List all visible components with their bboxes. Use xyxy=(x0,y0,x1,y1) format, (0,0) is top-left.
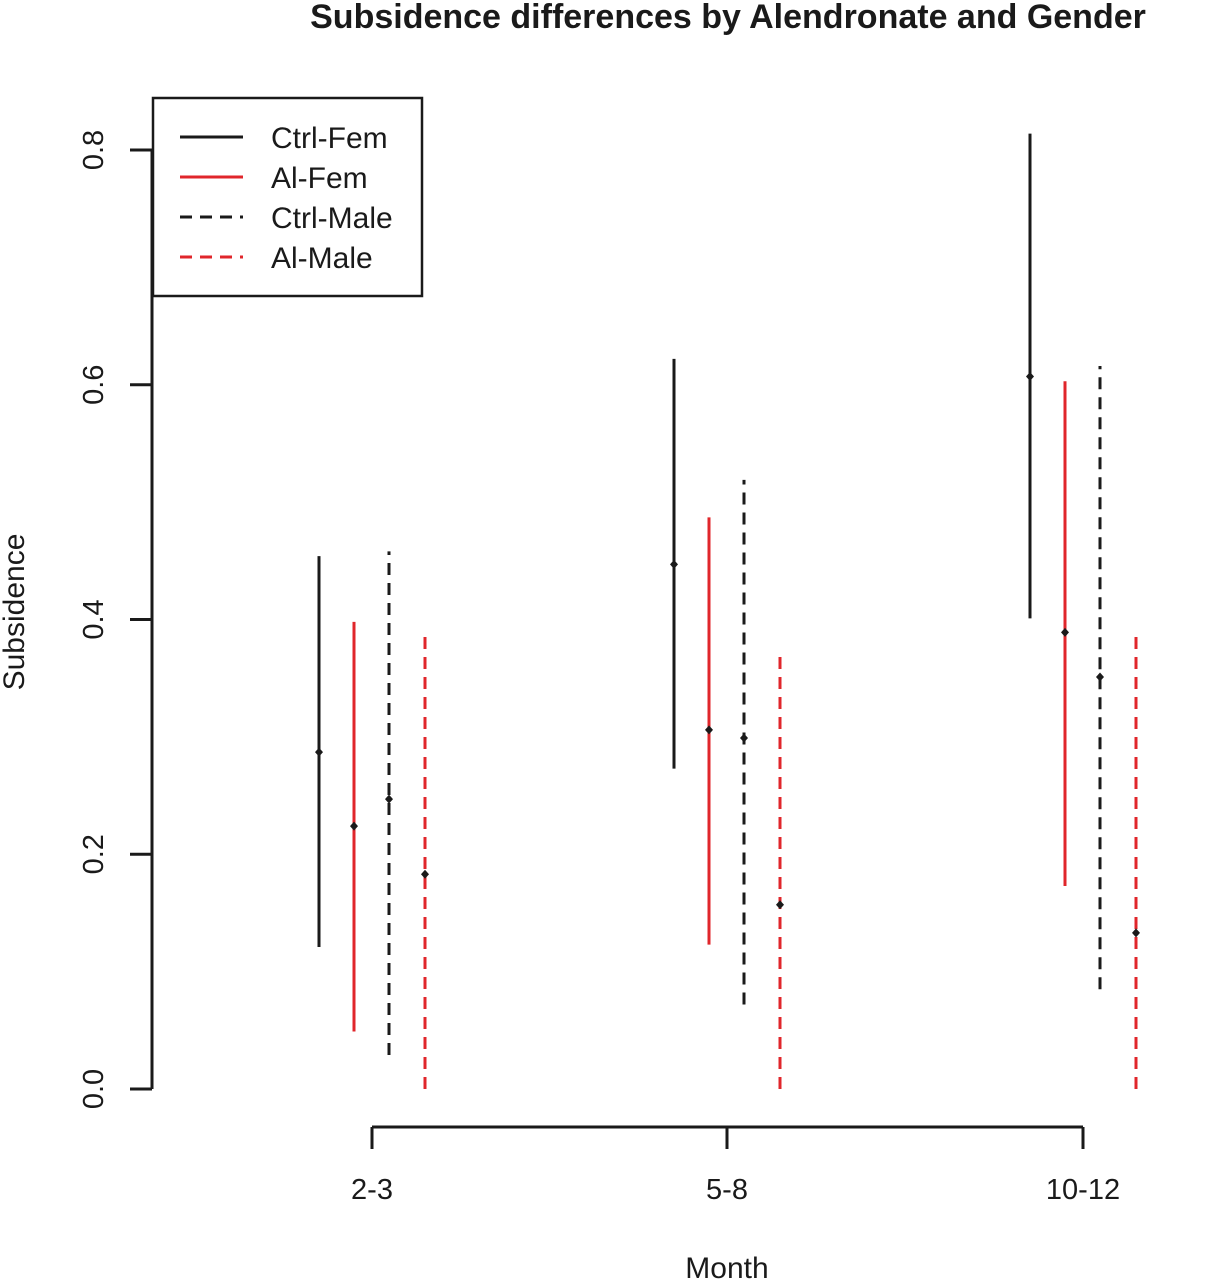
legend-box xyxy=(151,96,424,298)
y-tick-label: 0.6 xyxy=(78,365,110,405)
x-tick-label: 5-8 xyxy=(706,1174,748,1206)
estimate-point xyxy=(670,559,678,569)
x-axis-title: Month xyxy=(685,1252,768,1280)
y-axis: 0.0 0.2 0.4 0.6 0.8 xyxy=(78,130,154,1109)
estimate-point xyxy=(1061,627,1069,637)
estimate-point xyxy=(705,725,713,735)
estimate-point xyxy=(776,900,784,910)
x-axis: 2-3 5-8 10-12 xyxy=(351,1125,1120,1206)
legend-label: Ctrl-Male xyxy=(271,202,393,235)
x-tick-label: 2-3 xyxy=(351,1174,393,1206)
legend-label: Al-Male xyxy=(271,242,373,275)
y-tick-label: 0.8 xyxy=(78,130,110,170)
estimate-point xyxy=(1026,372,1034,382)
y-tick-label: 0.0 xyxy=(78,1069,110,1109)
estimate-point xyxy=(350,821,358,831)
error-bars xyxy=(315,133,1140,1089)
legend-label: Al-Fem xyxy=(271,162,368,195)
estimate-point xyxy=(385,794,393,804)
chart-title: Subsidence differences by Alendronate an… xyxy=(310,0,1146,36)
y-tick-label: 0.2 xyxy=(78,834,110,874)
estimate-point xyxy=(1096,672,1104,682)
x-tick-label: 10-12 xyxy=(1046,1174,1120,1206)
legend: Ctrl-Fem Al-Fem Ctrl-Male Al-Male xyxy=(151,96,424,298)
estimate-point xyxy=(315,747,323,757)
estimate-point xyxy=(1132,928,1140,938)
estimate-point xyxy=(421,869,429,879)
y-tick-label: 0.4 xyxy=(78,599,110,639)
estimate-point xyxy=(740,733,748,743)
y-axis-title: Subsidence xyxy=(0,534,31,691)
legend-label: Ctrl-Fem xyxy=(271,122,388,155)
